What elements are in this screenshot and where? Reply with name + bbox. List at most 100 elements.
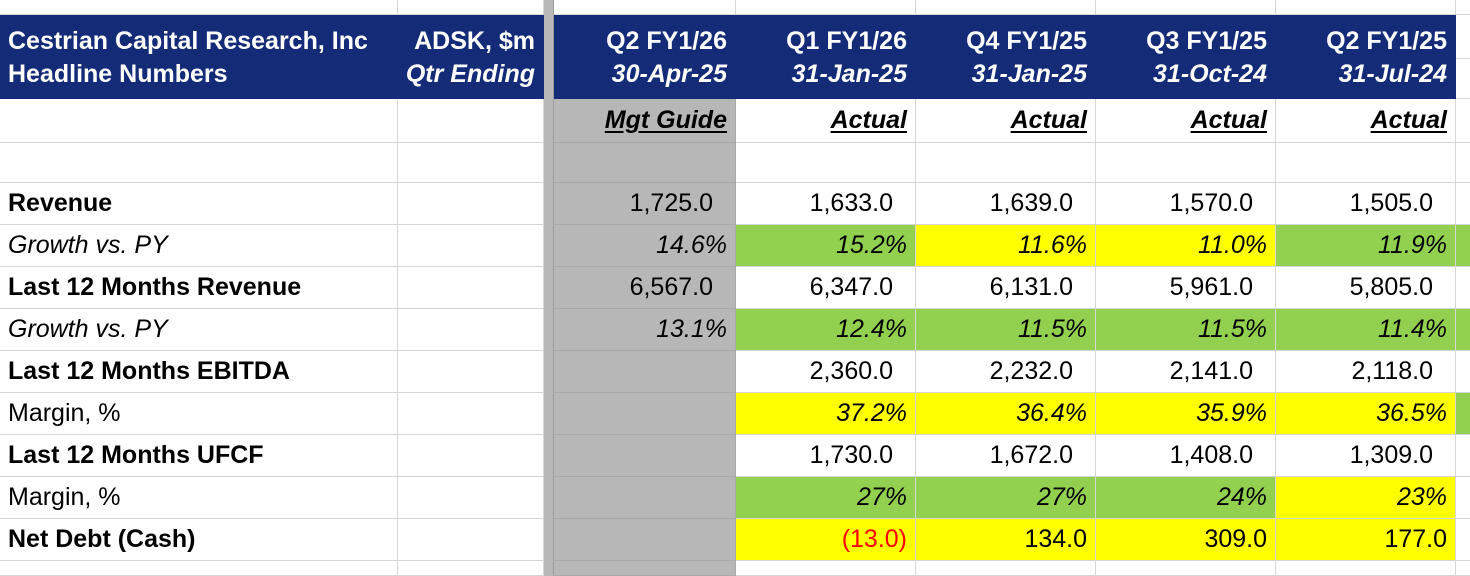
- value-cell[interactable]: 1,408.0: [1096, 435, 1276, 477]
- cell-empty[interactable]: [398, 351, 544, 393]
- value-cell[interactable]: 1,505.0: [1276, 183, 1456, 225]
- cell-bottom-strip[interactable]: [1096, 561, 1276, 576]
- value-cell[interactable]: 11.0%: [1096, 225, 1276, 267]
- cell-empty[interactable]: [916, 143, 1096, 183]
- cell-empty[interactable]: [398, 309, 544, 351]
- cell-edge[interactable]: [1456, 309, 1470, 351]
- cell-bottom-strip[interactable]: [1276, 561, 1456, 576]
- frozen-pane-divider[interactable]: [544, 0, 554, 576]
- header-quarter[interactable]: Q2 FY1/25: [1276, 15, 1456, 59]
- header-qtr-ending[interactable]: Qtr Ending: [398, 59, 544, 99]
- cell-bottom-strip[interactable]: [916, 561, 1096, 576]
- cell-empty[interactable]: [398, 435, 544, 477]
- value-cell[interactable]: 309.0: [1096, 519, 1276, 561]
- basis-label[interactable]: Actual: [916, 99, 1096, 143]
- cell-empty[interactable]: [1456, 15, 1470, 59]
- cell-empty[interactable]: [398, 225, 544, 267]
- header-subtitle[interactable]: Headline Numbers: [0, 59, 398, 99]
- row-label[interactable]: Revenue: [0, 183, 398, 225]
- cell-top-strip[interactable]: [916, 0, 1096, 15]
- value-cell[interactable]: 37.2%: [736, 393, 916, 435]
- value-cell[interactable]: 11.4%: [1276, 309, 1456, 351]
- value-cell[interactable]: 23%: [1276, 477, 1456, 519]
- basis-label[interactable]: Mgt Guide: [554, 99, 736, 143]
- header-quarter[interactable]: Q4 FY1/25: [916, 15, 1096, 59]
- cell-edge[interactable]: [1456, 183, 1470, 225]
- value-cell[interactable]: 1,570.0: [1096, 183, 1276, 225]
- header-date[interactable]: 31-Jan-25: [736, 59, 916, 99]
- header-quarter[interactable]: Q3 FY1/25: [1096, 15, 1276, 59]
- cell-edge[interactable]: [1456, 351, 1470, 393]
- value-cell[interactable]: [554, 351, 736, 393]
- cell-empty[interactable]: [398, 143, 544, 183]
- value-cell[interactable]: 1,725.0: [554, 183, 736, 225]
- cell-empty[interactable]: [1456, 99, 1470, 143]
- value-cell[interactable]: 1,639.0: [916, 183, 1096, 225]
- row-label[interactable]: Last 12 Months EBITDA: [0, 351, 398, 393]
- cell-edge[interactable]: [1456, 477, 1470, 519]
- cell-empty[interactable]: [398, 477, 544, 519]
- cell-empty[interactable]: [398, 393, 544, 435]
- value-cell[interactable]: 1,672.0: [916, 435, 1096, 477]
- basis-label[interactable]: Actual: [1276, 99, 1456, 143]
- value-cell[interactable]: 1,730.0: [736, 435, 916, 477]
- cell-top-strip[interactable]: [1456, 0, 1470, 15]
- value-cell[interactable]: 2,118.0: [1276, 351, 1456, 393]
- cell-empty[interactable]: [398, 183, 544, 225]
- row-label[interactable]: Growth vs. PY: [0, 309, 398, 351]
- cell-bottom-strip[interactable]: [1456, 561, 1470, 576]
- value-cell[interactable]: 27%: [736, 477, 916, 519]
- header-date[interactable]: 30-Apr-25: [554, 59, 736, 99]
- value-cell[interactable]: 27%: [916, 477, 1096, 519]
- cell-empty[interactable]: [0, 99, 398, 143]
- cell-empty[interactable]: [1096, 143, 1276, 183]
- cell-edge[interactable]: [1456, 519, 1470, 561]
- cell-top-strip[interactable]: [736, 0, 916, 15]
- value-cell[interactable]: 2,360.0: [736, 351, 916, 393]
- header-quarter[interactable]: Q2 FY1/26: [554, 15, 736, 59]
- cell-top-strip[interactable]: [1096, 0, 1276, 15]
- value-cell[interactable]: 2,232.0: [916, 351, 1096, 393]
- cell-empty[interactable]: [1456, 143, 1470, 183]
- cell-empty[interactable]: [1276, 143, 1456, 183]
- cell-empty[interactable]: [1456, 59, 1470, 99]
- cell-empty[interactable]: [554, 143, 736, 183]
- value-cell[interactable]: [554, 519, 736, 561]
- cell-top-strip[interactable]: [0, 0, 398, 15]
- row-label[interactable]: Net Debt (Cash): [0, 519, 398, 561]
- cell-empty[interactable]: [736, 143, 916, 183]
- value-cell[interactable]: 6,131.0: [916, 267, 1096, 309]
- value-cell[interactable]: 11.9%: [1276, 225, 1456, 267]
- value-cell[interactable]: 13.1%: [554, 309, 736, 351]
- cell-bottom-strip[interactable]: [736, 561, 916, 576]
- row-label[interactable]: Growth vs. PY: [0, 225, 398, 267]
- value-cell[interactable]: 5,961.0: [1096, 267, 1276, 309]
- value-cell[interactable]: (13.0): [736, 519, 916, 561]
- value-cell[interactable]: 24%: [1096, 477, 1276, 519]
- cell-edge[interactable]: [1456, 435, 1470, 477]
- cell-top-strip[interactable]: [1276, 0, 1456, 15]
- value-cell[interactable]: 11.5%: [1096, 309, 1276, 351]
- cell-bottom-strip[interactable]: [554, 561, 736, 576]
- header-date[interactable]: 31-Jul-24: [1276, 59, 1456, 99]
- value-cell[interactable]: 11.6%: [916, 225, 1096, 267]
- value-cell[interactable]: 14.6%: [554, 225, 736, 267]
- value-cell[interactable]: 36.5%: [1276, 393, 1456, 435]
- value-cell[interactable]: 6,347.0: [736, 267, 916, 309]
- value-cell[interactable]: [554, 477, 736, 519]
- cell-empty[interactable]: [398, 99, 544, 143]
- value-cell[interactable]: [554, 435, 736, 477]
- cell-bottom-strip[interactable]: [0, 561, 398, 576]
- header-ticker[interactable]: ADSK, $m: [398, 15, 544, 59]
- value-cell[interactable]: [554, 393, 736, 435]
- row-label[interactable]: Margin, %: [0, 477, 398, 519]
- cell-bottom-strip[interactable]: [398, 561, 544, 576]
- cell-empty[interactable]: [0, 143, 398, 183]
- cell-empty[interactable]: [398, 519, 544, 561]
- value-cell[interactable]: 15.2%: [736, 225, 916, 267]
- header-date[interactable]: 31-Jan-25: [916, 59, 1096, 99]
- cell-top-strip[interactable]: [554, 0, 736, 15]
- header-company[interactable]: Cestrian Capital Research, Inc: [0, 15, 398, 59]
- value-cell[interactable]: 2,141.0: [1096, 351, 1276, 393]
- header-quarter[interactable]: Q1 FY1/26: [736, 15, 916, 59]
